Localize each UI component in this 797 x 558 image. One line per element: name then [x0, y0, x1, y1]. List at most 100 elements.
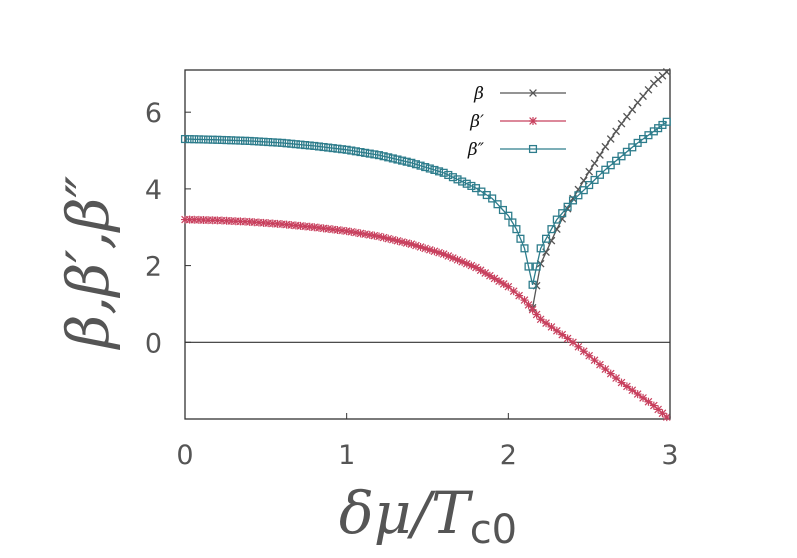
data-point	[314, 142, 324, 151]
data-point	[472, 263, 480, 272]
data-point	[180, 134, 190, 144]
data-point	[199, 135, 208, 144]
data-point	[639, 92, 647, 101]
data-point	[273, 138, 282, 147]
data-point	[347, 146, 356, 155]
data-point	[532, 262, 541, 271]
data-point	[250, 218, 259, 227]
data-point	[351, 228, 360, 237]
y-tick-label: 4	[145, 175, 162, 206]
data-point	[365, 230, 374, 239]
legend-label-beta: β	[473, 84, 484, 104]
data-point	[542, 234, 551, 243]
series-group	[180, 68, 671, 422]
data-point	[628, 386, 637, 395]
data-point	[439, 250, 448, 259]
data-point	[236, 217, 245, 226]
data-point	[568, 196, 578, 205]
data-point	[606, 369, 615, 378]
data-point	[628, 105, 637, 114]
y-tick-label: 6	[145, 98, 162, 129]
x-tick-label: 0	[176, 440, 193, 471]
data-point	[268, 219, 277, 228]
data-point	[287, 221, 296, 230]
data-point	[365, 149, 374, 158]
data-point	[601, 142, 610, 151]
data-point	[563, 334, 572, 343]
data-point	[662, 117, 671, 126]
data-point	[361, 148, 370, 157]
data-point	[231, 217, 240, 226]
data-point	[516, 234, 525, 243]
data-point	[231, 136, 240, 145]
data-point	[639, 393, 648, 402]
x-axis-title: δμ/Tc0	[339, 479, 517, 553]
data-point	[384, 234, 393, 243]
data-point	[453, 255, 462, 264]
data-point	[579, 347, 588, 356]
data-point	[444, 252, 453, 261]
data-point	[547, 322, 556, 331]
data-point	[439, 168, 448, 177]
data-point	[552, 326, 561, 335]
data-point	[574, 342, 583, 351]
data-point	[305, 141, 314, 150]
data-point	[528, 280, 537, 289]
data-point	[425, 245, 434, 254]
data-point	[264, 219, 273, 228]
data-point	[462, 259, 471, 268]
data-point	[435, 248, 444, 257]
plot-border	[184, 69, 671, 420]
data-point	[185, 215, 194, 224]
data-point	[524, 300, 533, 309]
data-point	[245, 217, 254, 226]
data-point	[662, 68, 671, 76]
data-point	[314, 223, 323, 232]
data-point	[601, 365, 610, 374]
data-point	[485, 271, 494, 280]
plot-frame	[184, 69, 671, 420]
data-point	[612, 374, 621, 383]
data-point	[509, 287, 518, 296]
data-point	[291, 221, 300, 230]
data-point	[411, 160, 421, 169]
data-point	[227, 136, 236, 145]
data-point	[287, 139, 296, 148]
data-point	[402, 239, 411, 248]
data-point	[430, 247, 439, 256]
x-tick-label: 2	[500, 440, 517, 471]
data-point	[590, 356, 599, 365]
legend-label-beta-double-prime: β″	[467, 140, 485, 160]
data-point	[590, 159, 599, 168]
data-point	[458, 177, 467, 186]
x-axis-title-subscript: c0	[470, 507, 517, 553]
data-point	[398, 156, 407, 165]
data-point	[402, 157, 411, 166]
data-point	[374, 151, 384, 160]
data-point	[222, 136, 231, 145]
series-beta-prime	[181, 215, 671, 422]
series-line-beta-double-prime	[184, 121, 668, 285]
data-point	[595, 170, 604, 179]
data-point	[291, 140, 300, 149]
data-point	[240, 136, 250, 145]
data-point	[448, 253, 457, 262]
data-point	[356, 148, 365, 157]
data-point	[612, 127, 620, 136]
data-point	[416, 242, 425, 251]
data-point	[370, 231, 379, 240]
data-point	[296, 221, 305, 230]
data-point	[536, 315, 545, 324]
data-point	[259, 218, 268, 227]
data-point	[430, 165, 439, 174]
data-point	[596, 151, 604, 159]
y-axis-title: β,β′,β″	[54, 176, 122, 351]
data-point	[524, 262, 533, 271]
data-point	[662, 413, 671, 422]
data-point	[520, 296, 529, 305]
data-point	[493, 200, 502, 209]
data-point	[585, 181, 594, 190]
data-point	[467, 261, 476, 270]
data-point	[476, 266, 485, 275]
